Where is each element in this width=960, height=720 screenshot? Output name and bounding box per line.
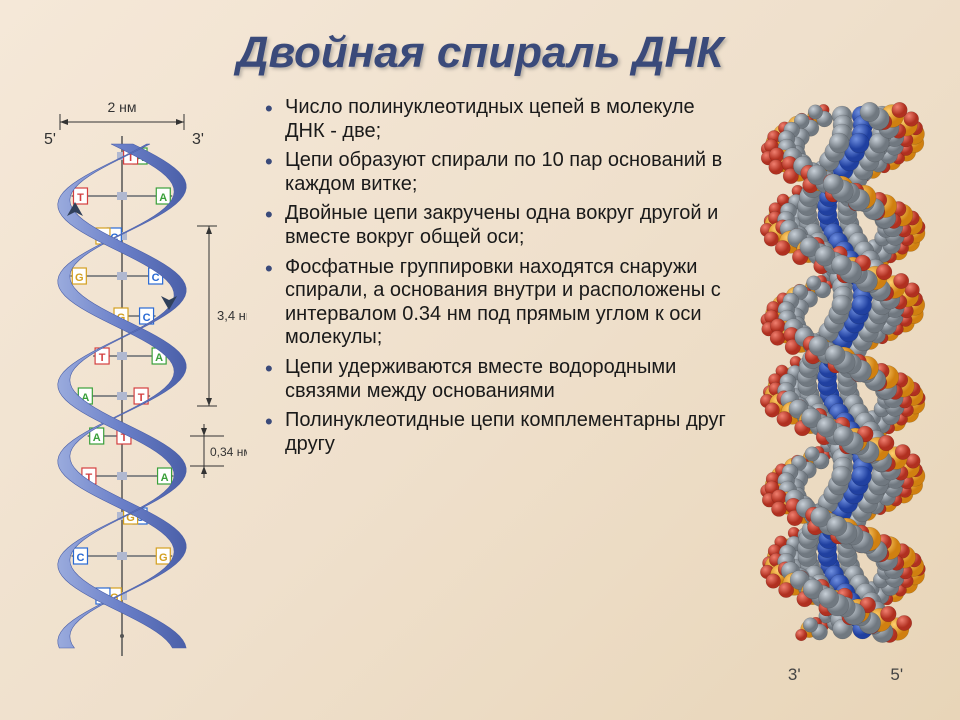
right-end-label: 3' — [192, 131, 204, 148]
left-end-label: 5' — [44, 131, 56, 148]
svg-text:A: A — [161, 472, 169, 484]
bullet-item: Цепи удерживаются вместе водородными свя… — [259, 356, 735, 403]
spacefill-svg — [743, 96, 948, 656]
gap-dimension: 0,34 нм — [190, 424, 247, 478]
bullet-list: Число полинуклеотидных цепей в молекуле … — [259, 96, 735, 456]
svg-text:A: A — [155, 352, 163, 364]
spacefill-3prime: 3' — [788, 665, 801, 685]
spacefill-5prime: 5' — [890, 665, 903, 685]
width-dimension: 2 нм — [60, 99, 184, 130]
svg-text:G: G — [75, 272, 84, 284]
page-title: Двойная спираль ДНК — [0, 0, 960, 78]
turn-label: 3,4 нм — [217, 308, 247, 323]
width-label: 2 нм — [107, 99, 136, 115]
spacefill-atoms — [760, 102, 925, 642]
bullet-item: Двойные цепи закручены одна вокруг друго… — [259, 202, 735, 249]
spacefill-panel: 3' 5' — [743, 96, 948, 708]
bullet-item: Число полинуклеотидных цепей в молекуле … — [259, 96, 735, 143]
svg-text:C: C — [77, 552, 85, 564]
content-row: 2 нм 5' 3' ATTACGGCGCTAATATTACGCGGC — [0, 78, 960, 708]
helix-schematic-panel: 2 нм 5' 3' ATTACGGCGCTAATATTACGCGGC — [12, 96, 247, 708]
turn-dimension: 3,4 нм — [197, 226, 247, 406]
svg-text:T: T — [99, 352, 106, 364]
svg-text:A: A — [159, 192, 167, 204]
bullet-panel: Число полинуклеотидных цепей в молекуле … — [255, 96, 735, 708]
svg-text:G: G — [159, 552, 168, 564]
svg-text:T: T — [77, 192, 84, 204]
bullet-item: Фосфатные группировки находятся снаружи … — [259, 256, 735, 350]
bullet-item: Цепи образуют спирали по 10 пар основани… — [259, 149, 735, 196]
svg-text:A: A — [93, 432, 101, 444]
spacefill-end-labels: 3' 5' — [743, 665, 948, 685]
bullet-item: Полинуклеотидные цепи комплементарны дру… — [259, 409, 735, 456]
gap-label: 0,34 нм — [210, 445, 247, 459]
helix-schematic-svg: 2 нм 5' 3' ATTACGGCGCTAATATTACGCGGC — [12, 96, 247, 666]
